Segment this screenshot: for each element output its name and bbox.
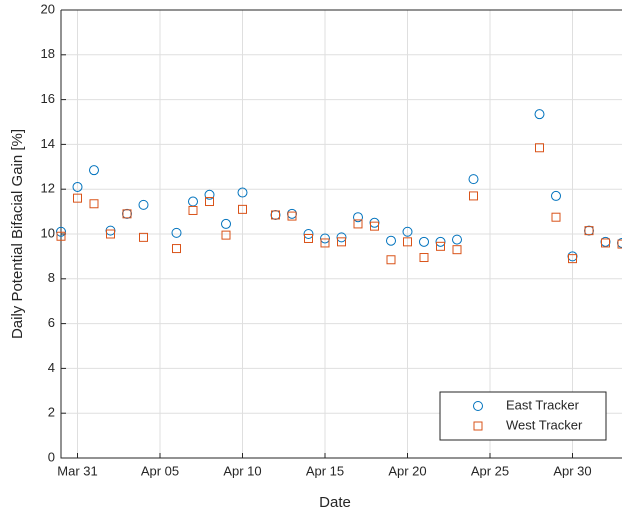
data-point [72, 181, 83, 192]
data-point [188, 205, 198, 215]
legend-label: East Tracker [506, 397, 580, 412]
x-axis-label: Date [319, 494, 351, 511]
legend-marker [473, 401, 483, 411]
y-tick-label: 4 [48, 360, 55, 375]
data-point [287, 211, 297, 221]
legend-label: West Tracker [506, 417, 583, 432]
y-tick-label: 12 [41, 181, 55, 196]
y-tick-label: 14 [41, 136, 55, 151]
y-tick-label: 20 [41, 1, 55, 16]
y-tick-label: 18 [41, 46, 55, 61]
data-point [221, 230, 231, 240]
data-point [337, 237, 346, 247]
data-point [138, 199, 149, 210]
data-point [419, 253, 429, 263]
data-point [386, 255, 396, 265]
x-tick-label: Apr 05 [141, 463, 179, 478]
data-point [468, 174, 479, 185]
data-point [205, 197, 214, 207]
data-point [271, 210, 280, 220]
data-point [139, 232, 148, 242]
y-tick-label: 2 [48, 405, 55, 420]
data-point [452, 245, 462, 255]
data-point [106, 229, 115, 239]
data-point [402, 226, 413, 237]
data-point [221, 218, 231, 229]
data-point [237, 187, 248, 198]
y-tick-label: 8 [48, 270, 55, 285]
x-tick-label: Apr 10 [223, 463, 261, 478]
data-point [171, 227, 182, 238]
data-point [551, 212, 561, 222]
data-point [617, 239, 622, 249]
data-point [436, 241, 445, 251]
data-point [304, 233, 313, 243]
data-point [386, 235, 396, 246]
legend-box [439, 391, 607, 441]
data-point [403, 237, 412, 247]
data-point [172, 244, 181, 254]
data-point [73, 193, 82, 203]
data-point [584, 226, 594, 236]
x-tick-label: Apr 20 [388, 463, 426, 478]
axes-frame [60, 9, 622, 459]
data-point [89, 165, 99, 176]
data-point [370, 221, 379, 231]
y-axis-label: Daily Potential Bifacial Gain [%] [9, 129, 26, 339]
data-point [353, 219, 363, 229]
x-tick-label: Mar 31 [57, 463, 97, 478]
data-point [204, 189, 215, 200]
data-point [551, 190, 561, 201]
legend-marker [473, 421, 483, 431]
data-point [535, 143, 544, 153]
data-point [469, 191, 478, 201]
y-tick-label: 10 [41, 225, 55, 240]
data-point [89, 199, 99, 209]
x-tick-label: Apr 30 [553, 463, 591, 478]
y-tick-label: 0 [48, 449, 55, 464]
x-tick-label: Apr 25 [471, 463, 509, 478]
data-point [419, 236, 429, 247]
data-point [320, 238, 330, 248]
data-point [452, 234, 462, 245]
y-tick-label: 6 [48, 315, 55, 330]
data-point [56, 231, 66, 241]
data-point [353, 212, 363, 223]
data-point [568, 254, 577, 264]
data-point [238, 204, 247, 214]
data-point [601, 238, 610, 248]
y-tick-label: 16 [41, 91, 55, 106]
data-point [534, 109, 545, 120]
data-point [122, 209, 132, 219]
x-tick-label: Apr 15 [306, 463, 344, 478]
